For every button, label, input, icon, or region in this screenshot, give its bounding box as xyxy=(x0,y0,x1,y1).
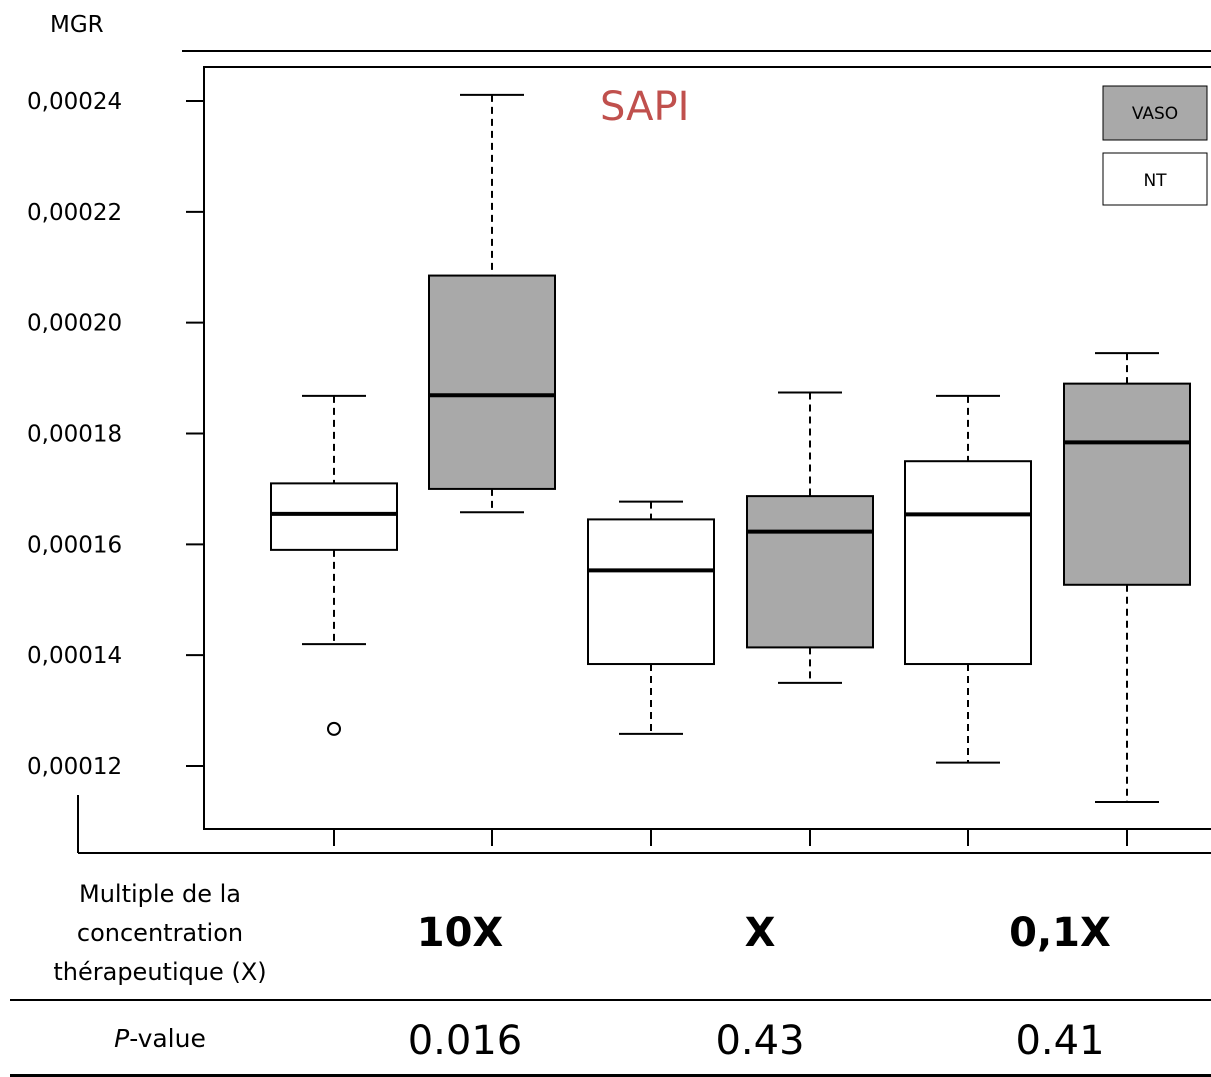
iqr-box xyxy=(270,482,398,551)
group-label-0-1x: 0,1X xyxy=(1009,910,1111,956)
x-axis-ticks xyxy=(333,829,1128,846)
box-10x-nt xyxy=(270,394,398,736)
box-0-1x-vaso xyxy=(1063,352,1191,804)
y-tick-label: 0,00016 xyxy=(27,532,122,558)
pvalue-label-rest: -value xyxy=(129,1024,206,1053)
legend: VASO NT xyxy=(1102,85,1208,206)
y-tick-label: 0,00018 xyxy=(27,422,122,448)
iqr-box xyxy=(1063,382,1191,586)
y-tick-label: 0,00024 xyxy=(27,89,122,115)
pvalue-0-1x: 0.41 xyxy=(1015,1018,1105,1064)
y-tick-label: 0,00022 xyxy=(27,200,122,226)
boxes xyxy=(270,93,1191,804)
box-0-1x-nt xyxy=(904,394,1032,764)
y-tick-label: 0,00012 xyxy=(27,754,122,780)
table-divider xyxy=(10,999,1211,1001)
iqr-box xyxy=(746,495,874,649)
legend-label-nt: NT xyxy=(1143,171,1167,191)
outlier-point xyxy=(327,721,341,736)
iqr-box xyxy=(904,460,1032,666)
group-label-x: X xyxy=(744,910,776,956)
box-x-nt xyxy=(587,500,715,735)
legend-label-vaso: VASO xyxy=(1132,104,1178,124)
pvalue-row-label: P-value xyxy=(20,1019,300,1058)
chart-title: SAPI xyxy=(600,84,689,130)
pvalue-label-italic: P xyxy=(114,1024,130,1053)
concentration-label-line-2: concentration xyxy=(76,919,244,947)
pvalue-x: 0.43 xyxy=(715,1018,805,1064)
y-tick-label: 0,00014 xyxy=(27,643,122,669)
plot-area xyxy=(203,66,1211,830)
box-x-vaso xyxy=(746,391,874,684)
concentration-label-line-1: Multiple de la xyxy=(79,880,241,908)
legend-swatch-nt xyxy=(1102,152,1208,206)
y-tick-label: 0,00020 xyxy=(27,311,122,337)
concentration-row-label: Multiple de la concentration thérapeutiq… xyxy=(20,875,300,992)
group-label-10x: 10X xyxy=(416,910,504,956)
concentration-label-line-3: thérapeutique (X) xyxy=(53,958,267,986)
y-axis: 0,00012 0,00014 0,00016 0,00018 0,00020 0,000… xyxy=(27,89,204,780)
pvalue-10x: 0.016 xyxy=(407,1018,523,1064)
y-axis-label: MGR xyxy=(50,12,104,38)
iqr-box xyxy=(428,274,556,490)
legend-swatch-vaso xyxy=(1102,85,1208,141)
box-10x-vaso xyxy=(428,93,556,514)
table-bottom-line xyxy=(10,1074,1211,1077)
iqr-box xyxy=(587,518,715,666)
